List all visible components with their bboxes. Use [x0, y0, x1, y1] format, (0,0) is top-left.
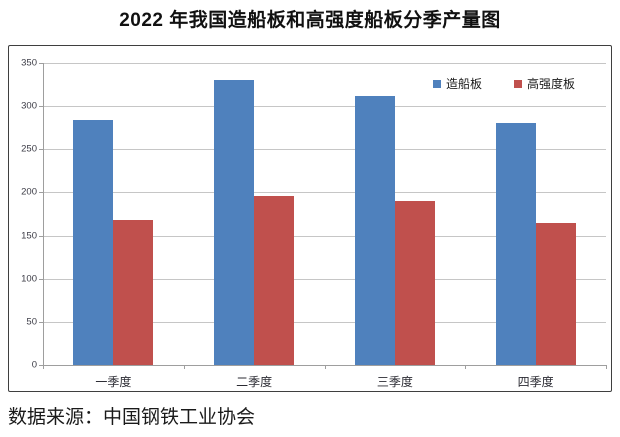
- legend-item-highstrength: 高强度板: [514, 75, 575, 92]
- y-axis-label-100: 100: [21, 273, 37, 285]
- y-axis-label-200: 200: [21, 186, 37, 198]
- bar-高强度板-三季度: [394, 201, 435, 365]
- x-axis-label-四季度: 四季度: [517, 375, 554, 389]
- bar-造船板-三季度: [354, 95, 395, 365]
- legend-item-shipplate: 造船板: [433, 75, 482, 92]
- y-axis-tick-300: [39, 106, 43, 108]
- bar-高强度板-四季度: [535, 222, 576, 365]
- gridline-250: [43, 149, 606, 151]
- legend-label-shipplate: 造船板: [446, 77, 483, 91]
- x-axis-label-三季度: 三季度: [376, 375, 413, 389]
- chart-title: 2022 年我国造船板和高强度船板分季产量图: [119, 10, 501, 31]
- y-axis-tick-100: [39, 278, 43, 280]
- x-axis-tick-2: [324, 365, 326, 369]
- gridline-150: [43, 235, 606, 237]
- chart-frame: 造船板 高强度板 0 50 100 150 200 250 300 350 一季度 二季度 三季度 四…: [8, 45, 612, 392]
- x-axis-tick-0: [43, 365, 44, 369]
- gridline-100: [43, 278, 606, 280]
- gridline-300: [43, 106, 606, 108]
- y-axis-label-300: 300: [21, 100, 37, 112]
- y-axis-label-350: 350: [21, 57, 37, 69]
- x-axis-tick-4: [606, 365, 607, 369]
- y-axis-tick-150: [39, 235, 43, 237]
- x-axis-label-二季度: 二季度: [236, 375, 273, 389]
- bar-造船板-四季度: [495, 122, 536, 365]
- gridline-350: [43, 63, 606, 64]
- y-axis-tick-50: [39, 321, 43, 323]
- gridline-50: [43, 321, 606, 323]
- bar-造船板-二季度: [214, 80, 255, 365]
- x-axis-label-一季度: 一季度: [95, 375, 132, 389]
- y-axis-tick-200: [39, 192, 43, 194]
- y-axis-label-150: 150: [21, 230, 37, 242]
- gridline-200: [43, 192, 606, 194]
- y-axis-tick-0: [39, 365, 43, 366]
- y-axis-line: [43, 63, 44, 365]
- x-axis-tick-3: [465, 365, 467, 369]
- bar-高强度板-二季度: [254, 195, 295, 365]
- chart-legend: 造船板 高强度板: [433, 75, 575, 92]
- x-axis-tick-1: [183, 365, 185, 369]
- legend-label-highstrength: 高强度板: [527, 77, 576, 91]
- bar-造船板-一季度: [73, 119, 114, 365]
- y-axis-label-250: 250: [21, 143, 37, 155]
- y-axis-label-0: 0: [31, 359, 37, 371]
- plot-area: 0 50 100 150 200 250 300 350 一季度 二季度 三季度 四季度: [21, 58, 607, 389]
- bar-高强度板-一季度: [113, 220, 154, 365]
- y-axis-tick-350: [39, 63, 43, 64]
- y-axis-tick-250: [39, 149, 43, 151]
- legend-swatch-blue-icon: [433, 79, 441, 88]
- y-axis-label-50: 50: [26, 316, 37, 328]
- data-source-note: 数据来源：中国钢铁工业协会: [8, 407, 256, 428]
- legend-swatch-red-icon: [514, 79, 523, 88]
